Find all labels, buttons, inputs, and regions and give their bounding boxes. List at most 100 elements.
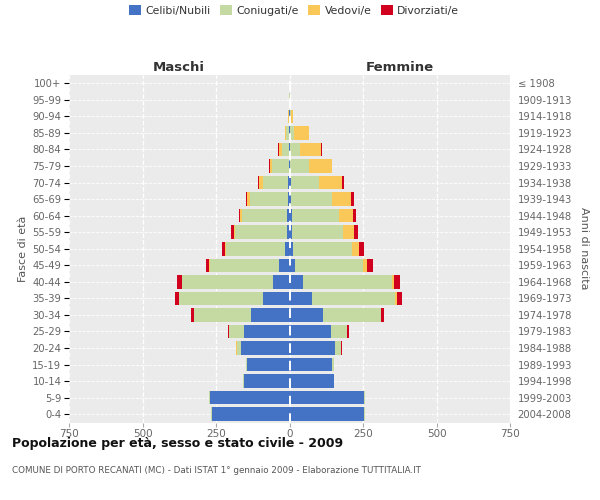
Bar bbox=[395, 292, 397, 305]
Bar bbox=[242, 209, 287, 222]
Bar bbox=[210, 391, 290, 404]
Bar bbox=[290, 226, 292, 239]
Bar bbox=[363, 258, 367, 272]
Bar bbox=[290, 209, 292, 222]
Bar bbox=[285, 126, 286, 140]
Bar bbox=[289, 159, 290, 173]
Bar bbox=[351, 192, 353, 206]
Bar bbox=[347, 324, 349, 338]
Bar bbox=[338, 209, 353, 222]
Bar bbox=[236, 342, 241, 355]
Bar bbox=[290, 242, 293, 256]
Bar bbox=[288, 176, 290, 190]
Bar bbox=[367, 258, 373, 272]
Bar bbox=[239, 209, 240, 222]
Bar bbox=[209, 391, 210, 404]
Bar bbox=[290, 342, 335, 355]
Bar bbox=[263, 176, 288, 190]
Bar bbox=[294, 126, 309, 140]
Text: Maschi: Maschi bbox=[153, 60, 205, 74]
Bar bbox=[353, 209, 356, 222]
Bar bbox=[290, 159, 310, 173]
Bar bbox=[244, 374, 290, 388]
Bar bbox=[392, 275, 394, 288]
Bar bbox=[292, 209, 338, 222]
Bar bbox=[323, 308, 380, 322]
Bar bbox=[269, 159, 272, 173]
Bar bbox=[311, 292, 395, 305]
Bar bbox=[231, 226, 233, 239]
Y-axis label: Anni di nascita: Anni di nascita bbox=[579, 208, 589, 290]
Bar bbox=[332, 358, 334, 372]
Bar bbox=[247, 358, 290, 372]
Bar bbox=[225, 242, 226, 256]
Y-axis label: Fasce di età: Fasce di età bbox=[18, 216, 28, 282]
Bar bbox=[210, 258, 279, 272]
Bar bbox=[233, 226, 235, 239]
Bar bbox=[319, 176, 342, 190]
Bar bbox=[290, 324, 331, 338]
Bar bbox=[290, 292, 311, 305]
Bar bbox=[397, 292, 402, 305]
Bar bbox=[394, 275, 400, 288]
Bar bbox=[290, 308, 323, 322]
Bar bbox=[182, 275, 274, 288]
Text: COMUNE DI PORTO RECANATI (MC) - Dati ISTAT 1° gennaio 2009 - Elaborazione TUTTIT: COMUNE DI PORTO RECANATI (MC) - Dati IST… bbox=[12, 466, 421, 475]
Bar bbox=[290, 391, 364, 404]
Bar bbox=[278, 142, 281, 156]
Bar bbox=[191, 308, 194, 322]
Bar bbox=[342, 176, 344, 190]
Bar bbox=[206, 258, 209, 272]
Bar bbox=[241, 342, 290, 355]
Bar bbox=[281, 142, 289, 156]
Bar bbox=[259, 176, 263, 190]
Bar bbox=[332, 192, 351, 206]
Bar bbox=[381, 308, 384, 322]
Bar bbox=[228, 324, 229, 338]
Bar bbox=[290, 374, 334, 388]
Bar bbox=[251, 308, 290, 322]
Bar bbox=[274, 275, 290, 288]
Bar bbox=[295, 258, 363, 272]
Bar bbox=[293, 242, 352, 256]
Bar bbox=[244, 324, 290, 338]
Bar bbox=[272, 159, 289, 173]
Bar bbox=[290, 110, 293, 123]
Bar bbox=[229, 324, 244, 338]
Bar bbox=[353, 226, 358, 239]
Bar bbox=[263, 292, 290, 305]
Bar bbox=[331, 324, 347, 338]
Bar bbox=[343, 226, 353, 239]
Bar bbox=[212, 408, 290, 421]
Bar bbox=[310, 159, 332, 173]
Bar bbox=[303, 275, 392, 288]
Bar bbox=[179, 292, 263, 305]
Bar bbox=[247, 192, 250, 206]
Bar bbox=[243, 374, 244, 388]
Bar bbox=[290, 275, 303, 288]
Bar bbox=[290, 358, 332, 372]
Bar bbox=[285, 242, 290, 256]
Bar bbox=[175, 292, 179, 305]
Text: Popolazione per età, sesso e stato civile - 2009: Popolazione per età, sesso e stato civil… bbox=[12, 438, 343, 450]
Bar bbox=[287, 209, 290, 222]
Bar bbox=[235, 226, 287, 239]
Bar bbox=[290, 258, 295, 272]
Bar bbox=[286, 126, 289, 140]
Bar bbox=[290, 192, 291, 206]
Bar bbox=[240, 209, 242, 222]
Bar bbox=[335, 342, 341, 355]
Bar bbox=[301, 142, 321, 156]
Bar bbox=[279, 258, 290, 272]
Bar bbox=[290, 408, 364, 421]
Bar bbox=[290, 142, 301, 156]
Legend: Celibi/Nubili, Coniugati/e, Vedovi/e, Divorziati/e: Celibi/Nubili, Coniugati/e, Vedovi/e, Di… bbox=[128, 6, 460, 16]
Bar bbox=[194, 308, 251, 322]
Bar bbox=[250, 192, 288, 206]
Bar bbox=[222, 242, 225, 256]
Bar bbox=[287, 226, 290, 239]
Bar bbox=[290, 126, 294, 140]
Bar bbox=[288, 192, 290, 206]
Bar bbox=[209, 258, 210, 272]
Bar bbox=[226, 242, 285, 256]
